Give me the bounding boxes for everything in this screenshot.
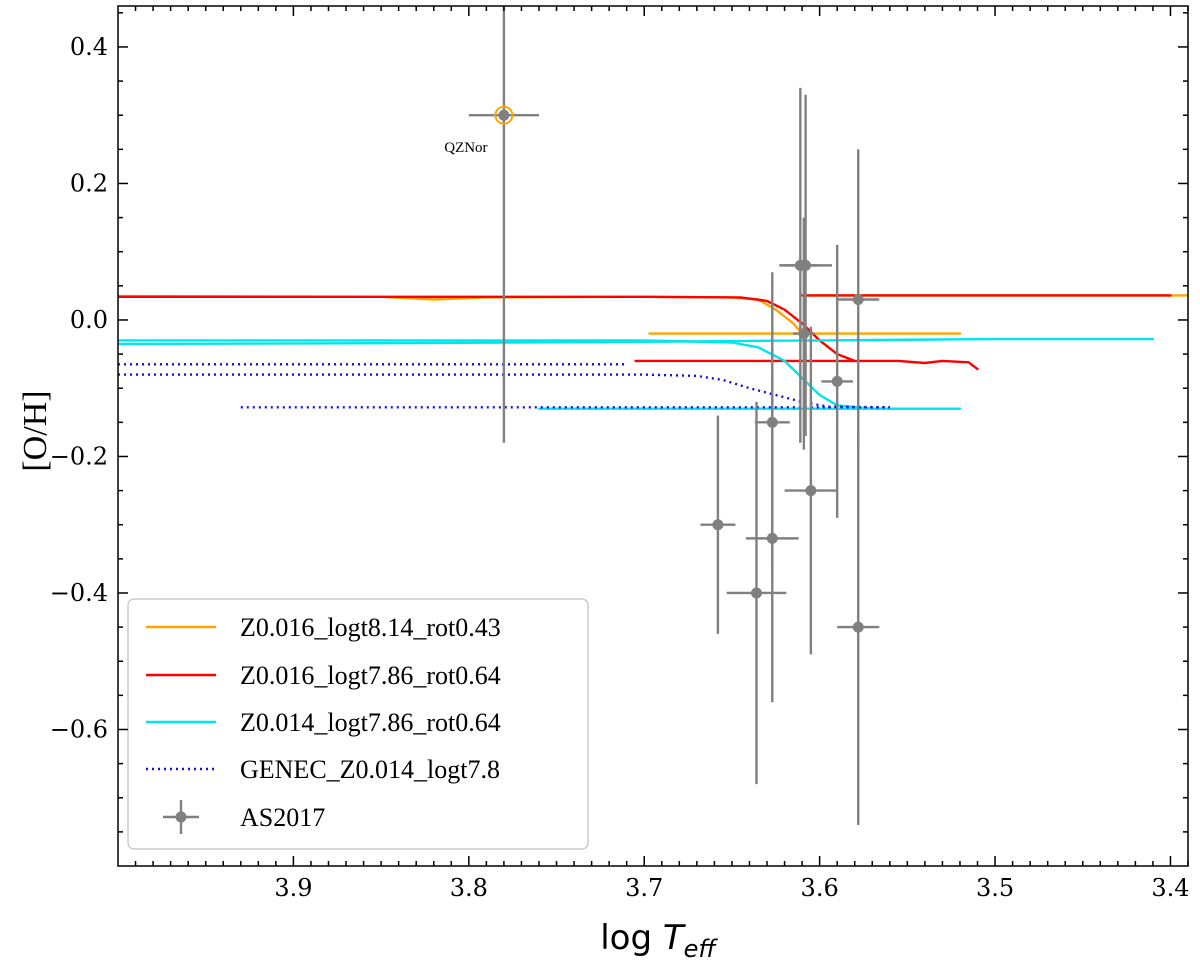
y-axis-title: [O/H] (17, 390, 54, 471)
point-marker (798, 328, 810, 340)
point-marker (800, 259, 812, 271)
legend-swatch-points (163, 800, 199, 834)
legend-box (127, 598, 589, 850)
y-tick-label-6: −0.6 (50, 715, 108, 743)
point-marker (498, 109, 510, 121)
point-marker (766, 532, 778, 544)
legend-label-1: Z0.016_logt8.14_rot0.43 (240, 613, 501, 642)
legend-label-2: Z0.016_logt7.86_rot0.64 (240, 661, 501, 690)
point-marker (712, 519, 724, 531)
axis-titles: log Teff [O/H] (17, 390, 718, 960)
y-tick-label-5: −0.4 (50, 579, 108, 607)
series-line-3-seg-1 (118, 339, 962, 410)
series-line-3-seg-2 (118, 337, 1155, 346)
x-tick-label-3: 3.7 (625, 874, 663, 902)
annotation-label-1: QZNor (444, 140, 487, 156)
data-point-11 (837, 149, 880, 450)
data-point-9 (784, 326, 838, 655)
x-axis-title: log Teff (600, 918, 718, 960)
data-point-5 (745, 374, 799, 703)
x-tick-label-4: 3.6 (801, 874, 839, 902)
data-point-10 (821, 244, 853, 518)
y-tick-label-2: 0.2 (70, 169, 108, 197)
legend-label-points: AS2017 (240, 803, 325, 832)
y-tick-label-4: −0.2 (50, 442, 108, 470)
x-tick-label-1: 3.9 (274, 874, 312, 902)
plot-clip-group (118, 6, 1188, 826)
point-marker (750, 587, 762, 599)
x-tick-label-6: 3.4 (1151, 874, 1189, 902)
data-point-12 (837, 429, 880, 826)
plot-area: QZNor (118, 6, 1188, 826)
highlight-ring-1 (494, 105, 514, 125)
y-tick-label-1: 0.4 (70, 33, 108, 61)
point-marker (805, 485, 817, 497)
axes: 3.9 3.8 3.7 3.6 3.5 3.4 0.4 0.2 0.0 −0.2 −0.4 −0.6 (50, 5, 1190, 902)
legend-label-4: GENEC_Z0.014_logt7.8 (240, 755, 500, 784)
point-marker (831, 375, 843, 387)
point-marker (852, 293, 864, 305)
legend: Z0.016_logt8.14_rot0.43 Z0.016_logt7.86_r… (127, 598, 589, 850)
data-point-3 (726, 401, 787, 785)
x-tick-label-2: 3.8 (450, 874, 488, 902)
point-marker (852, 621, 864, 633)
data-point-2 (700, 415, 736, 634)
y-tick-label-3: 0.0 (70, 306, 108, 334)
data-point-1 (468, 6, 539, 443)
x-tick-label-5: 3.5 (976, 874, 1014, 902)
axes-frame (117, 5, 1189, 867)
legend-label-3: Z0.014_logt7.86_rot0.64 (240, 708, 501, 737)
